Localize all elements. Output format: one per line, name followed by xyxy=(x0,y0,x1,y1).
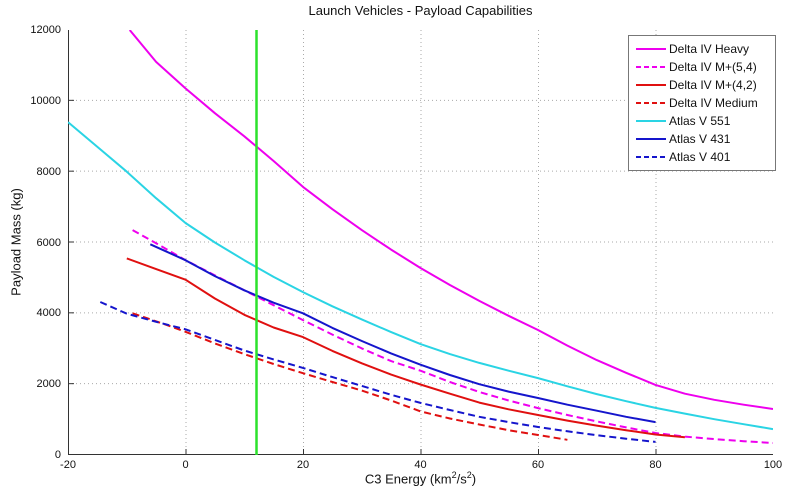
x-tick-label: 40 xyxy=(414,459,427,471)
legend-item-delta-iv-m-5-4: Delta IV M+(5,4) xyxy=(636,58,771,76)
legend-label: Atlas V 401 xyxy=(669,150,731,164)
x-axis-label-text: ) xyxy=(471,471,477,487)
y-tick-label: 2000 xyxy=(36,378,61,391)
curve-delta-iv-heavy xyxy=(128,29,774,410)
curve-atlas-v-401 xyxy=(99,301,656,443)
curve-delta-iv-medium xyxy=(132,312,568,441)
plot-canvas xyxy=(67,29,774,455)
legend-label: Delta IV Medium xyxy=(669,96,758,110)
curve-delta-iv-m-4-2 xyxy=(126,257,685,439)
legend-line-sample xyxy=(636,156,666,158)
x-tick-label: -20 xyxy=(60,459,76,471)
x-axis-label-sup: 2 xyxy=(451,470,457,480)
x-tick-label: 20 xyxy=(296,459,310,471)
y-tick-label: 10000 xyxy=(30,94,61,107)
legend-item-atlas-v-431: Atlas V 431 xyxy=(636,130,771,148)
y-tick-label: 12000 xyxy=(30,24,61,36)
chart-title: Launch Vehicles - Payload Capabilities xyxy=(308,3,533,18)
legend-line-sample xyxy=(636,102,666,104)
legend: Delta IV Heavy Delta IV M+(5,4) Delta IV M… xyxy=(628,35,776,171)
x-axis-label: C3 Energy (km2/s2) xyxy=(68,470,773,486)
y-tick-label: 8000 xyxy=(36,165,61,178)
curve-atlas-v-431 xyxy=(149,243,656,424)
x-tick-label: 60 xyxy=(531,459,545,471)
legend-line-sample xyxy=(636,138,666,140)
y-tick-label: 0 xyxy=(54,449,61,461)
x-axis-label-sup: 2 xyxy=(466,470,472,480)
x-tick-label: 0 xyxy=(182,459,189,471)
legend-item-delta-iv-medium: Delta IV Medium xyxy=(636,94,771,112)
legend-label: Delta IV M+(4,2) xyxy=(669,78,757,92)
legend-label: Delta IV M+(5,4) xyxy=(669,60,757,74)
legend-item-atlas-v-551: Atlas V 551 xyxy=(636,112,771,130)
legend-label: Delta IV Heavy xyxy=(669,42,750,56)
plot-area xyxy=(67,29,774,455)
legend-item-atlas-v-401: Atlas V 401 xyxy=(636,148,771,166)
y-tick-label: 6000 xyxy=(36,236,61,249)
x-axis-label-text: C3 Energy (km xyxy=(364,471,452,487)
curve-atlas-v-551 xyxy=(67,121,774,431)
x-tick-label: 80 xyxy=(649,459,662,471)
legend-label: Atlas V 551 xyxy=(669,114,731,128)
legend-item-delta-iv-m-4-2: Delta IV M+(4,2) xyxy=(636,76,771,94)
y-tick-label: 4000 xyxy=(36,307,61,320)
legend-line-sample xyxy=(636,120,666,122)
legend-line-sample xyxy=(636,48,666,50)
x-axis-label-text: /s xyxy=(456,471,467,487)
legend-line-sample xyxy=(636,84,666,86)
x-tick-label: 100 xyxy=(763,459,783,471)
legend-item-delta-iv-heavy: Delta IV Heavy xyxy=(636,40,771,58)
legend-label: Atlas V 431 xyxy=(669,132,731,146)
legend-line-sample xyxy=(636,66,666,68)
